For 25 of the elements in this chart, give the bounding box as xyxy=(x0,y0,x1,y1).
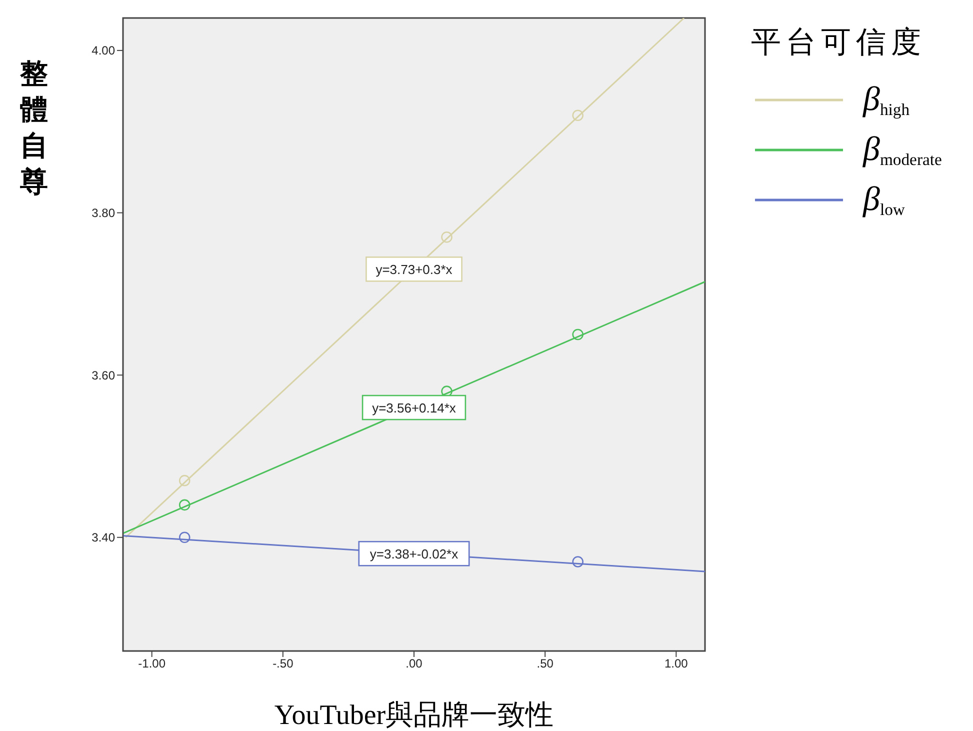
x-tick-label: -.50 xyxy=(272,656,294,671)
x-tick-label: -1.00 xyxy=(138,656,166,671)
point xyxy=(178,474,190,486)
x-tick-label: 1.00 xyxy=(664,656,688,671)
y-tick-label: 3.80 xyxy=(92,206,116,220)
annotation: y=3.38+-0.02*x xyxy=(370,546,459,562)
legend-title: 平台可信度 xyxy=(751,25,927,61)
point xyxy=(178,532,190,544)
y-tick-label: 4.00 xyxy=(92,44,116,58)
x-axis-title: YouTuber與品牌一致性 xyxy=(273,699,555,731)
y-axis-title: 整體自尊 xyxy=(20,56,48,200)
point xyxy=(572,110,584,122)
y-tick-label: 3.60 xyxy=(92,368,116,382)
point xyxy=(441,231,452,243)
legend-label: β$_{high}$ xyxy=(863,80,910,118)
point xyxy=(572,556,584,568)
y-tick-label: 3.40 xyxy=(92,530,116,545)
legend-label: β$_{moderate}$ xyxy=(863,130,942,168)
annotation: y=3.56+0.14*x xyxy=(372,400,456,416)
x-tick-label: .50 xyxy=(536,656,554,671)
legend-label: β$_{low}$ xyxy=(863,180,905,218)
annotation: y=3.73+0.3*x xyxy=(376,262,453,278)
x-tick-label: .00 xyxy=(406,656,423,671)
point xyxy=(178,499,190,511)
point xyxy=(572,328,584,340)
